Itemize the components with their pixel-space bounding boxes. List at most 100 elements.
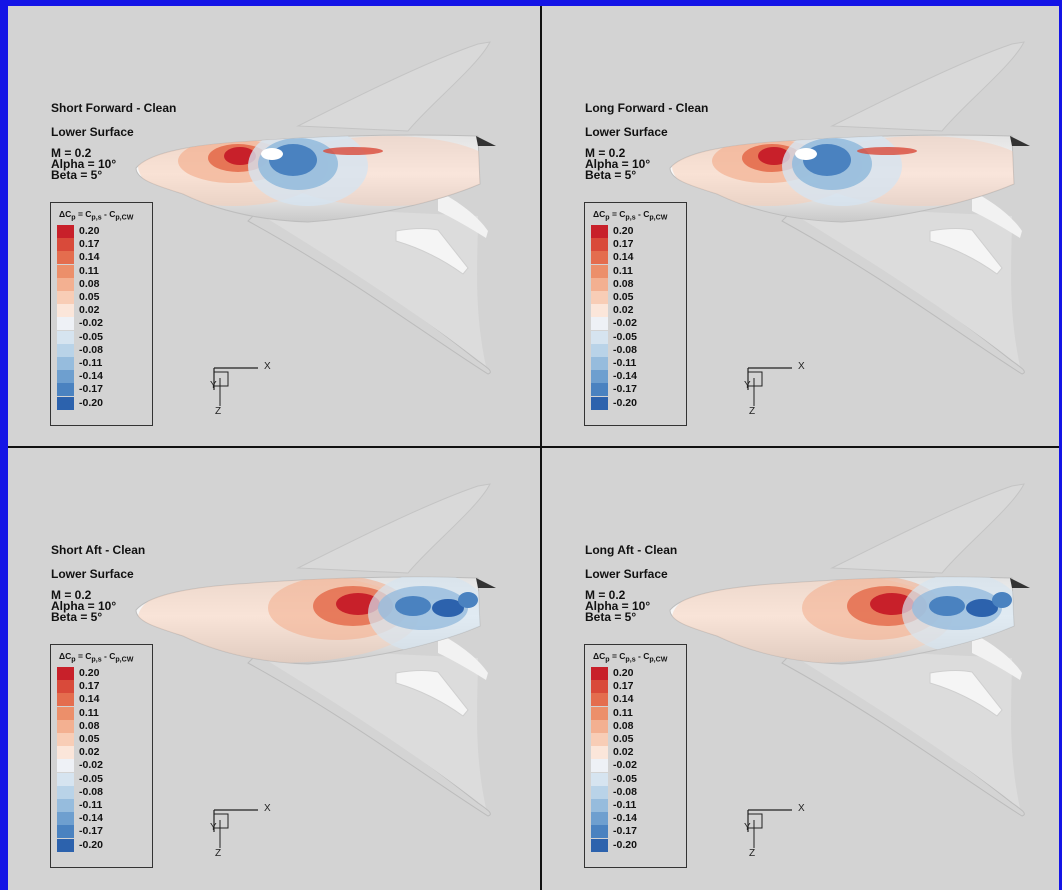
surface-label: Lower Surface (51, 567, 134, 581)
legend-value: -0.08 (613, 343, 637, 356)
legend-swatch (57, 317, 74, 331)
legend-swatch (591, 291, 608, 304)
legend-swatch (591, 667, 608, 680)
legend-row: 0.20 (57, 667, 147, 680)
panel-3: Short Aft - Clean Lower Surface M = 0.2 Alp… (8, 448, 540, 890)
legend-value: 0.20 (79, 225, 100, 237)
legend-swatch (57, 396, 74, 410)
legend-row: -0.20 (591, 396, 681, 410)
legend-row: 0.05 (57, 291, 147, 304)
legend-value: -0.08 (79, 343, 103, 356)
legend-swatch (57, 330, 74, 344)
legend-row: -0.17 (57, 825, 147, 839)
legend-value: 0.11 (613, 264, 633, 277)
legend-value: 0.20 (79, 667, 100, 679)
axes-triad-lines (747, 367, 792, 406)
legend-swatch (57, 706, 74, 720)
axes-triad: X Y Z (206, 803, 276, 866)
legend-swatch (57, 238, 74, 252)
colorbar-legend: ΔCp = Cp,s - Cp,CW 0.20 0.17 0.14 0.11 0.08 0.… (50, 644, 153, 868)
panel-title: Long Aft - Clean (585, 543, 678, 557)
legend-row: 0.20 (57, 225, 147, 238)
legend-row: -0.05 (57, 772, 147, 786)
mach-label: M = 0.2 (585, 146, 626, 160)
legend-value: -0.05 (79, 772, 103, 785)
legend-swatch (591, 680, 608, 694)
legend-swatch (591, 693, 608, 707)
legend-swatch (57, 812, 74, 826)
panel-4: Long Aft - Clean Lower Surface M = 0.2 Alph… (542, 448, 1059, 890)
legend-row: 0.08 (591, 277, 681, 291)
legend-value: 0.02 (613, 304, 634, 317)
aircraft-surface-plot (135, 41, 496, 375)
legend-row: 0.14 (591, 251, 681, 265)
legend-value: 0.08 (79, 277, 100, 290)
legend-swatch (57, 680, 74, 694)
legend-swatch (591, 785, 608, 799)
legend-row: -0.17 (591, 383, 681, 397)
legend-row: 0.02 (591, 304, 681, 318)
legend-row: -0.14 (591, 370, 681, 384)
alpha-label: Alpha = 10° (51, 157, 117, 171)
alpha-label: Alpha = 10° (51, 599, 117, 613)
mach-label: M = 0.2 (51, 146, 92, 160)
axis-label-z: Z (215, 406, 222, 417)
legend-swatch (591, 838, 608, 852)
legend-swatch (591, 759, 608, 773)
colorbar-legend: ΔCp = Cp,s - Cp,CW 0.20 0.17 0.14 0.11 0.08 0.… (584, 644, 687, 868)
axis-label-z: Z (749, 848, 756, 859)
legend-swatch (591, 330, 608, 344)
legend-value: 0.05 (79, 291, 100, 303)
legend-swatch (591, 277, 608, 291)
legend-value: 0.08 (613, 277, 634, 290)
legend-value: 0.17 (79, 238, 100, 251)
legend-row: -0.05 (591, 330, 681, 344)
legend-row: 0.14 (591, 693, 681, 707)
mach-label: M = 0.2 (585, 588, 626, 602)
legend-swatch (591, 812, 608, 826)
legend-row: -0.11 (591, 357, 681, 370)
legend-value: 0.05 (613, 291, 634, 303)
axes-triad: X Y Z (206, 361, 276, 424)
legend-row: -0.14 (591, 812, 681, 826)
legend-value: 0.05 (79, 733, 100, 745)
legend-value: -0.05 (613, 330, 637, 343)
legend-value: -0.11 (613, 357, 637, 369)
legend-swatch (591, 706, 608, 720)
legend-swatch (591, 251, 608, 265)
legend-swatch (57, 746, 74, 760)
legend-value: -0.14 (79, 370, 103, 383)
legend-value: 0.14 (79, 693, 100, 706)
legend-swatch (591, 238, 608, 252)
legend-value: -0.14 (79, 812, 103, 825)
surface-label: Lower Surface (585, 125, 668, 139)
legend-value: 0.17 (79, 680, 100, 693)
legend-row: 0.05 (591, 733, 681, 746)
legend-title: ΔCp = Cp,s - Cp,CW (59, 651, 134, 664)
axis-label-y: Y (210, 380, 217, 391)
legend-row: -0.02 (57, 759, 147, 773)
legend-row: 0.05 (57, 733, 147, 746)
legend-value: -0.11 (79, 799, 103, 811)
legend-row: -0.05 (591, 772, 681, 786)
legend-row: 0.17 (591, 680, 681, 694)
axis-label-x: X (798, 803, 805, 814)
aircraft-surface-plot (135, 483, 496, 817)
legend-swatch (57, 733, 74, 746)
legend-title: ΔCp = Cp,s - Cp,CW (593, 651, 668, 664)
legend-row: 0.02 (591, 746, 681, 760)
legend-value: -0.05 (79, 330, 103, 343)
axis-label-y: Y (210, 822, 217, 833)
legend-swatch (57, 693, 74, 707)
legend-swatch (591, 343, 608, 357)
legend-value: -0.11 (79, 357, 103, 369)
legend-value: 0.11 (79, 706, 99, 719)
legend-swatch (57, 785, 74, 799)
legend-value: 0.02 (79, 746, 100, 759)
legend-swatch (57, 772, 74, 786)
legend-swatch (57, 304, 74, 318)
axis-label-y: Y (744, 822, 751, 833)
alpha-label: Alpha = 10° (585, 157, 651, 171)
legend-row: 0.08 (57, 277, 147, 291)
colorbar-legend: ΔCp = Cp,s - Cp,CW 0.20 0.17 0.14 0.11 0.08 0.… (584, 202, 687, 426)
